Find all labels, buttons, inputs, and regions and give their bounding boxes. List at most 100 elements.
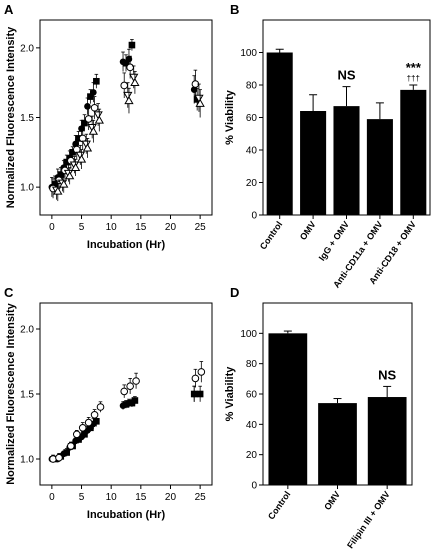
x-tick-label: 10 [106, 222, 118, 233]
y-axis-label: % Viability [224, 366, 236, 422]
bar [366, 119, 393, 215]
y-tick-label: 0 [251, 481, 257, 492]
y-tick-label: 40 [246, 420, 258, 431]
data-point [124, 95, 134, 105]
data-point [78, 125, 85, 132]
x-tick-label: 5 [79, 222, 85, 233]
significance-label-2: ††† [407, 74, 420, 83]
y-tick-label: 0 [251, 211, 257, 222]
data-point [132, 377, 140, 385]
data-point [81, 119, 88, 127]
panel-letter: A [4, 2, 14, 17]
series-filled-circle [48, 385, 198, 463]
panel-letter: D [230, 285, 239, 300]
data-point [119, 58, 127, 66]
series-open-triangle-up [53, 71, 205, 202]
y-tick-label: 20 [246, 178, 258, 189]
category-label: Filipin III + OMV [345, 489, 392, 550]
significance-label: NS [378, 367, 396, 382]
y-tick-label: 40 [246, 146, 258, 157]
y-tick-label: 1.5 [20, 113, 34, 124]
x-tick-label: 5 [79, 492, 85, 503]
data-point [197, 368, 206, 376]
data-point [76, 154, 87, 163]
y-tick-label: 80 [246, 81, 258, 92]
bar [367, 397, 407, 485]
data-point [90, 89, 97, 96]
data-point [75, 135, 82, 142]
data-point [120, 81, 129, 90]
y-tick-label: 60 [246, 113, 258, 124]
y-axis-label: Normalized Fluorescence Intensity [5, 302, 17, 484]
data-point [82, 143, 93, 152]
data-point [55, 453, 63, 462]
series-open-triangle-down [51, 65, 204, 200]
data-point [84, 115, 93, 123]
data-point [194, 94, 204, 103]
panel-letter: C [4, 285, 14, 300]
data-point [87, 123, 97, 133]
data-point [90, 411, 99, 419]
series-filled-square [51, 385, 204, 463]
y-tick-label: 100 [240, 329, 257, 340]
data-point [190, 390, 198, 398]
data-point [131, 397, 139, 404]
x-tick-label: 15 [135, 222, 147, 233]
category-label: OMV [298, 219, 318, 242]
data-point [53, 186, 63, 195]
data-point [87, 93, 94, 100]
data-point [84, 418, 93, 427]
x-tick-label: 20 [165, 222, 177, 233]
y-tick-label: 2.0 [20, 325, 34, 336]
data-point [70, 162, 81, 171]
data-point [125, 399, 133, 407]
data-point [84, 103, 91, 110]
y-axis-label: Normalized Fluorescence Intensity [5, 26, 17, 208]
data-point [130, 77, 140, 86]
bar [400, 89, 427, 215]
y-axis-label: % Viability [224, 89, 236, 145]
data-point [81, 140, 91, 149]
data-point [126, 63, 134, 72]
data-point [94, 115, 104, 124]
data-point [64, 171, 75, 180]
significance-label: NS [337, 68, 355, 83]
y-tick-label: 100 [240, 48, 257, 59]
data-point [59, 179, 69, 188]
category-label: Control [258, 219, 285, 251]
y-tick-label: 80 [246, 359, 258, 370]
data-point [125, 55, 133, 63]
bar [300, 111, 327, 215]
data-point [60, 450, 68, 458]
category-label: Control [266, 489, 293, 521]
x-axis-label: Incubation (Hr) [87, 509, 166, 521]
bar [266, 52, 293, 215]
data-point [72, 430, 81, 439]
data-point [119, 402, 127, 410]
data-point [93, 111, 103, 120]
bar [318, 403, 357, 485]
x-tick-label: 0 [49, 492, 55, 503]
series-open-circle [49, 361, 206, 463]
data-point [195, 98, 205, 107]
data-point [96, 403, 105, 411]
y-tick-label: 1.5 [20, 390, 34, 401]
data-point [123, 91, 133, 101]
data-point [90, 103, 99, 112]
data-point [87, 424, 94, 432]
category-label: IgG + OMV [317, 219, 351, 262]
data-point [93, 418, 100, 425]
data-point [120, 387, 129, 396]
y-tick-label: 20 [246, 450, 258, 461]
x-tick-label: 15 [135, 492, 147, 503]
x-tick-label: 25 [195, 492, 207, 503]
x-tick-label: 10 [106, 492, 118, 503]
x-tick-label: 0 [49, 222, 55, 233]
bar [268, 333, 308, 485]
data-point [67, 442, 75, 450]
data-point [126, 382, 134, 391]
data-point [78, 424, 87, 432]
y-tick-label: 1.0 [20, 183, 34, 194]
data-point [81, 431, 88, 438]
